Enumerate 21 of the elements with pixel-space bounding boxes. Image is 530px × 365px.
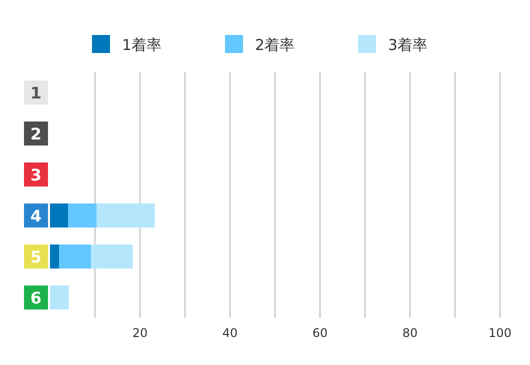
x-tick-label: 40 [222, 326, 238, 340]
bar [50, 244, 59, 268]
bar [90, 244, 133, 268]
bar [59, 244, 91, 268]
bar [50, 286, 69, 310]
legend-label: 2着率 [255, 36, 295, 54]
y-tick-label: 3 [30, 166, 42, 184]
y-tick-label: 2 [30, 124, 42, 144]
x-tick-label: 80 [402, 326, 418, 340]
x-tick-label: 20 [132, 326, 148, 340]
x-tick-label: 100 [488, 326, 512, 340]
legend-label: 3着率 [388, 36, 428, 54]
legend-label: 1着率 [122, 36, 162, 54]
bar [68, 204, 97, 228]
y-tick-label: 1 [30, 84, 42, 102]
bar [96, 204, 155, 228]
y-tick-label: 4 [30, 206, 42, 226]
y-tick-label: 5 [30, 248, 42, 266]
x-tick-label: 60 [312, 326, 328, 340]
y-tick-label: 6 [30, 288, 42, 308]
bar [50, 204, 68, 228]
